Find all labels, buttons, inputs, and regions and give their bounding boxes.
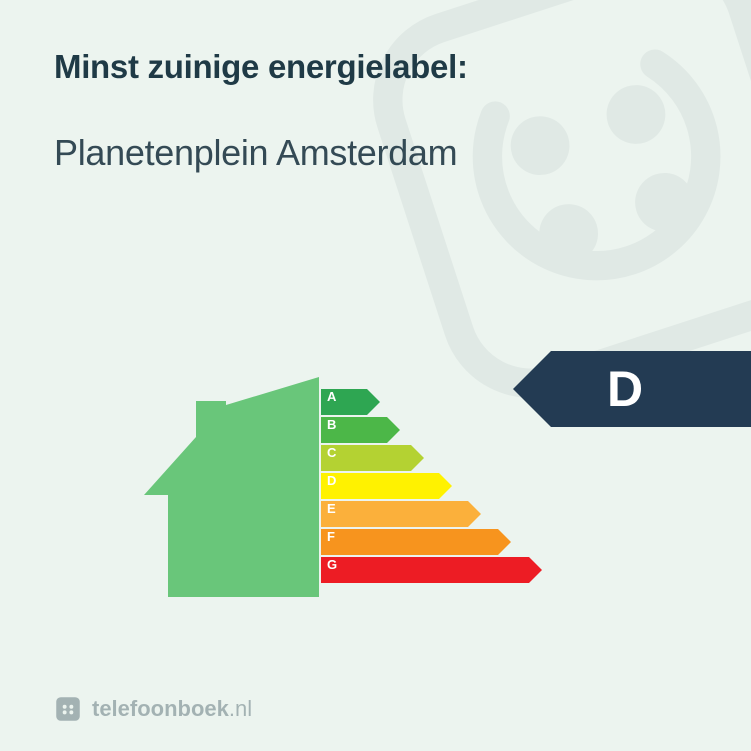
rating-letter: D bbox=[607, 364, 643, 414]
energy-bar-label: C bbox=[327, 445, 336, 460]
energy-bar-row: D bbox=[321, 473, 581, 499]
energy-bar-label: F bbox=[327, 529, 335, 544]
footer-text: telefoonboek.nl bbox=[92, 696, 252, 722]
energy-bar-e bbox=[321, 501, 481, 527]
energy-bar-label: D bbox=[327, 473, 336, 488]
energy-label-card: Minst zuinige energielabel: Planetenplei… bbox=[0, 0, 751, 751]
house-icon bbox=[144, 377, 319, 597]
footer: telefoonboek.nl bbox=[54, 695, 252, 723]
energy-bar-row: C bbox=[321, 445, 581, 471]
energy-bar-row: E bbox=[321, 501, 581, 527]
energy-bar-row: G bbox=[321, 557, 581, 583]
footer-brand-light: .nl bbox=[229, 696, 252, 721]
energy-bar-label: B bbox=[327, 417, 336, 432]
energy-bar-f bbox=[321, 529, 511, 555]
rating-badge: D bbox=[551, 351, 751, 427]
energy-bar-label: A bbox=[327, 389, 336, 404]
energy-bar-label: E bbox=[327, 501, 336, 516]
energy-bar-row: F bbox=[321, 529, 581, 555]
energy-bar-label: G bbox=[327, 557, 337, 572]
energy-bar-c bbox=[321, 445, 424, 471]
footer-logo-icon bbox=[54, 695, 82, 723]
energy-bar-g bbox=[321, 557, 542, 583]
energy-bar-d bbox=[321, 473, 452, 499]
footer-brand-bold: telefoonboek bbox=[92, 696, 229, 721]
